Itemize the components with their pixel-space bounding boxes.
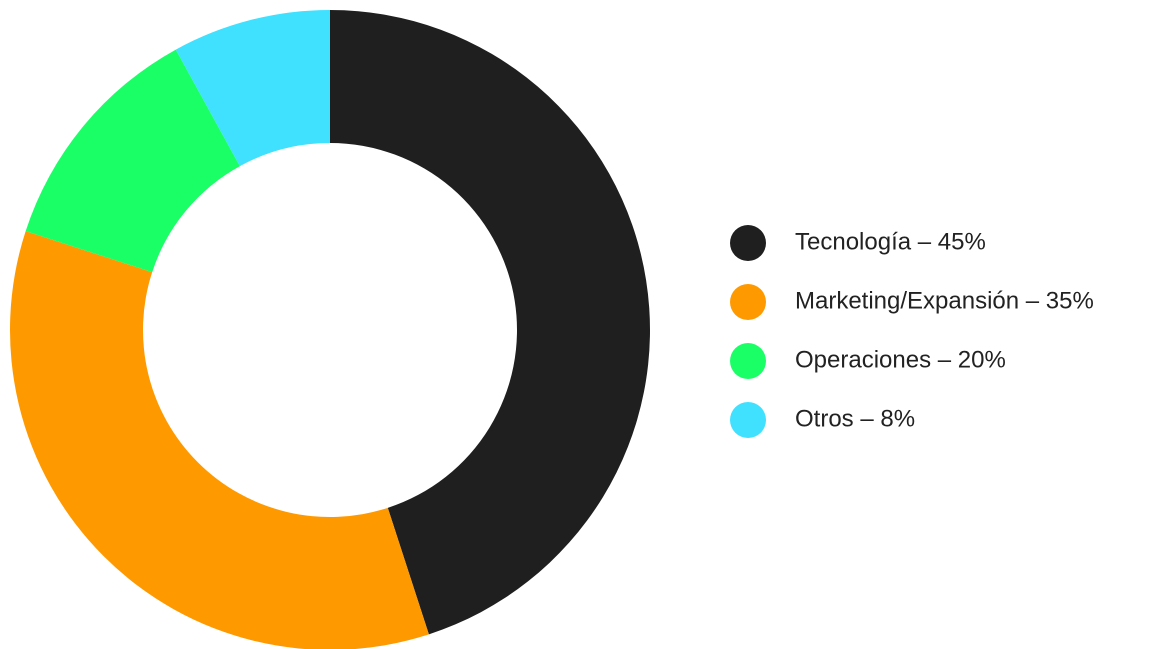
legend-label: Marketing/Expansión – 35% (795, 287, 1094, 314)
legend-swatch (730, 402, 766, 438)
legend-label: Tecnología – 45% (795, 228, 986, 255)
legend-swatch (730, 284, 766, 320)
legend-swatch (730, 343, 766, 379)
legend-label: Operaciones – 20% (795, 346, 1006, 373)
legend-swatch (730, 225, 766, 261)
legend-label: Otros – 8% (795, 405, 915, 432)
donut-slice (330, 10, 650, 635)
donut-slice (25, 49, 240, 273)
donut-slice (10, 231, 429, 649)
donut-slice (175, 10, 330, 167)
